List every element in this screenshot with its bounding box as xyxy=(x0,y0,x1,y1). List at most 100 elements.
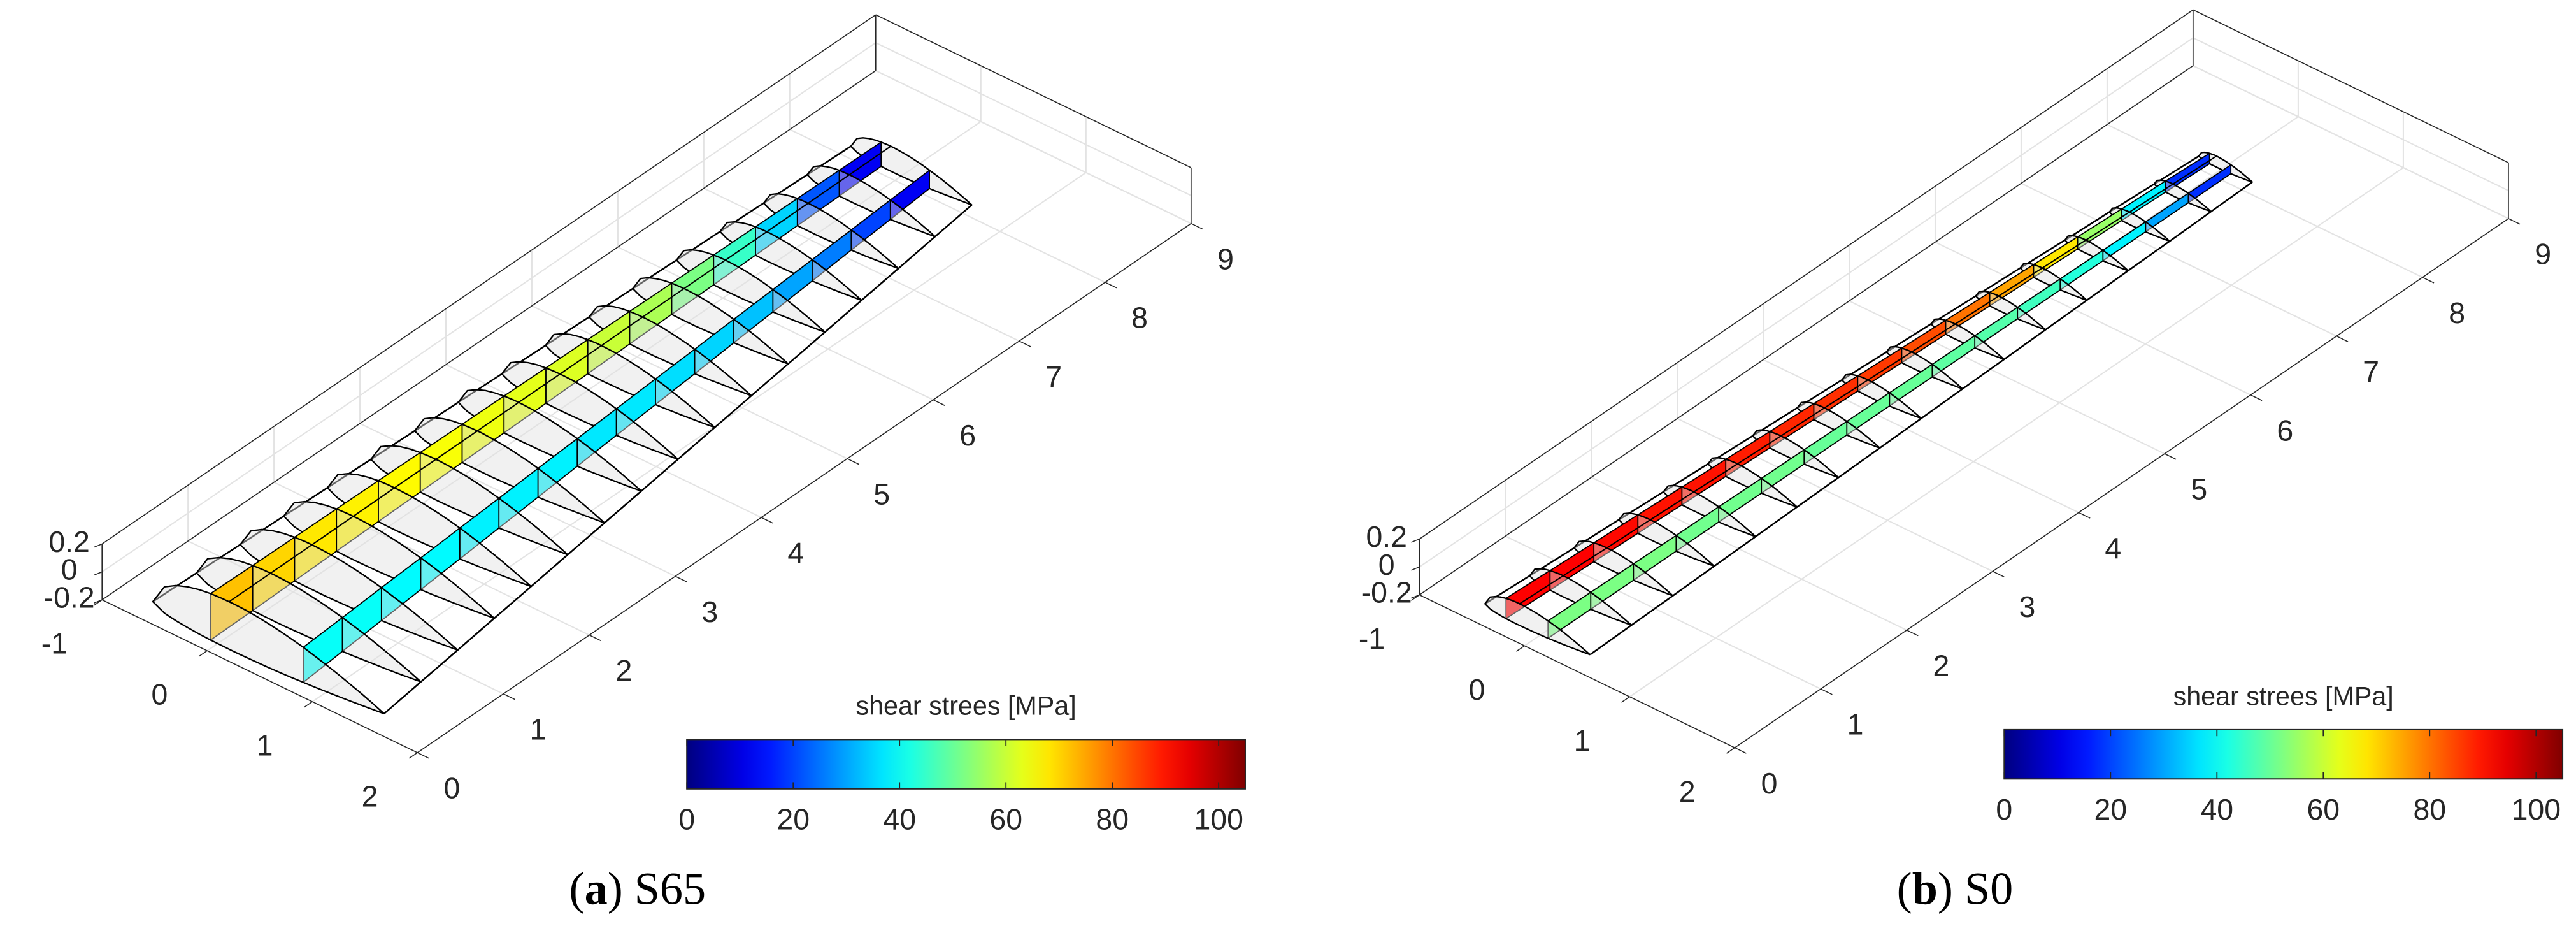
skin-line xyxy=(642,287,685,318)
rib xyxy=(1662,484,1756,538)
grid-line xyxy=(1849,300,2165,454)
tick-mark xyxy=(2164,453,2177,460)
grid-line xyxy=(1419,37,2194,568)
grid-line xyxy=(875,42,1192,196)
rib xyxy=(1751,429,1839,479)
axis-edge xyxy=(1734,218,2509,748)
caption: (b) S0 xyxy=(1897,863,2014,914)
caption-part: ) S0 xyxy=(1938,863,2013,914)
rib xyxy=(2153,179,2212,213)
colorbar xyxy=(2003,728,2564,780)
skin-line xyxy=(848,145,892,175)
tick-mark xyxy=(1906,630,1919,637)
tick-mark xyxy=(761,517,773,524)
skin-line xyxy=(311,516,354,546)
axis-edge xyxy=(101,70,877,600)
chord-tick-label: -1 xyxy=(41,627,68,660)
rib xyxy=(1528,568,1632,626)
rib xyxy=(152,584,385,715)
skin-line xyxy=(1519,575,1564,605)
grid-line xyxy=(1677,417,1993,572)
axis-edge xyxy=(1419,594,1735,748)
tick-mark xyxy=(1726,747,1735,754)
grid-line xyxy=(206,120,982,652)
axis-edge xyxy=(1419,9,2194,540)
tick-mark xyxy=(1411,566,1420,571)
tick-mark xyxy=(417,752,429,759)
span-tick-label: 4 xyxy=(2105,531,2121,565)
grid-line xyxy=(703,187,1020,342)
colorbar-tick-label: 80 xyxy=(2413,793,2446,826)
rib xyxy=(2019,263,2087,301)
z-tick-label: 0 xyxy=(1378,548,1395,581)
span-tick-label: 1 xyxy=(530,712,547,746)
caption-part: b xyxy=(1912,863,1938,914)
skin-line xyxy=(1824,379,1869,409)
colorbar-label: shear strees [MPa] xyxy=(2173,681,2394,711)
tick-mark xyxy=(2078,512,2091,519)
skin-line xyxy=(518,373,561,403)
grid-line xyxy=(875,69,1192,224)
skin-line xyxy=(2042,239,2087,269)
skin-line xyxy=(394,458,437,489)
skin-line xyxy=(807,174,850,204)
chord-tick-label: -1 xyxy=(1359,622,1385,655)
colorbar-tick-label: 0 xyxy=(678,803,695,836)
colorbar-tick-label: 100 xyxy=(2512,793,2561,826)
spar-panel xyxy=(303,616,343,684)
grid-line xyxy=(617,246,934,401)
span-tick-label: 2 xyxy=(1933,649,1950,682)
caption-part: a xyxy=(585,863,608,914)
rib xyxy=(1573,540,1673,597)
colorbar-tick-label: 20 xyxy=(776,803,810,836)
grid-line xyxy=(1763,359,2079,514)
caption-part: ( xyxy=(1897,863,1912,914)
span-tick-label: 5 xyxy=(873,477,890,510)
skin-line xyxy=(270,544,313,574)
tick-mark xyxy=(1735,747,1747,754)
tick-mark xyxy=(2250,394,2263,401)
span-tick-label: 8 xyxy=(2449,296,2465,329)
tick-mark xyxy=(1411,539,1420,543)
colorbar-tick-label: 60 xyxy=(2307,793,2340,826)
skin-line xyxy=(1867,351,1912,381)
rib xyxy=(1885,345,1963,390)
colorbar xyxy=(686,739,1246,790)
colorbar-tick-label: 60 xyxy=(989,803,1022,836)
tick-mark xyxy=(1019,340,1031,347)
colorbar-tick-label: 100 xyxy=(1194,803,1243,836)
tick-mark xyxy=(1992,570,2005,577)
rib xyxy=(1707,456,1798,508)
grid-line xyxy=(2107,124,2423,278)
skin-line xyxy=(601,316,643,347)
tick-mark xyxy=(503,693,515,700)
tick-mark xyxy=(2336,335,2349,342)
span-tick-label: 3 xyxy=(2019,590,2035,623)
rib xyxy=(1930,318,2005,361)
caption-part: ( xyxy=(569,863,585,914)
span-tick-label: 7 xyxy=(1045,360,1062,393)
tick-mark xyxy=(198,650,208,657)
axis-edge xyxy=(101,14,877,545)
rib xyxy=(2064,235,2129,271)
skin-line xyxy=(766,203,809,233)
tick-mark xyxy=(933,399,945,406)
span-tick-label: 0 xyxy=(1761,767,1778,800)
span-tick-label: 9 xyxy=(1217,242,1234,275)
skin-line xyxy=(2085,212,2130,241)
grid-line xyxy=(2193,65,2509,219)
spar-panel xyxy=(1547,591,1592,640)
tick-mark xyxy=(1621,696,1630,703)
span-tick-label: 1 xyxy=(1847,708,1864,741)
tick-mark xyxy=(2422,277,2435,284)
caption-part: ) S65 xyxy=(608,863,706,914)
grid-line xyxy=(531,305,848,459)
chord-tick-label: 1 xyxy=(257,729,273,762)
axis-edge xyxy=(875,14,1192,168)
tick-mark xyxy=(303,701,313,708)
colorbar-tick-label: 40 xyxy=(2200,793,2233,826)
grid-line xyxy=(2021,182,2337,337)
span-tick-label: 2 xyxy=(615,654,632,687)
skin-line xyxy=(1563,547,1608,577)
